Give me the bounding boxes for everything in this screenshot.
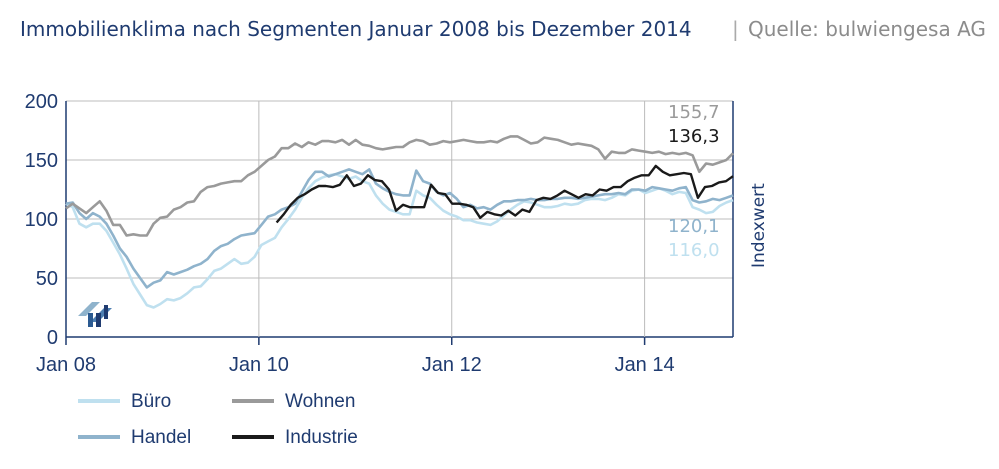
source-credit: Quelle: bulwiengesa AG bbox=[748, 17, 986, 41]
x-axis-ticks: Jan 08 Jan 10 Jan 12 Jan 14 bbox=[36, 354, 675, 376]
series-lines bbox=[65, 135, 734, 309]
legend-label-wohnen: Wohnen bbox=[285, 391, 355, 412]
x-tick-label: Jan 12 bbox=[422, 354, 482, 376]
bulwiengesa-logo bbox=[78, 302, 112, 327]
y-tick-label: 100 bbox=[25, 209, 58, 231]
end-label-industrie: 136,3 bbox=[668, 126, 720, 147]
grid bbox=[65, 100, 734, 345]
series-line-industrie bbox=[275, 164, 734, 224]
y-tick-label: 200 bbox=[25, 91, 58, 113]
legend-label-handel: Handel bbox=[131, 427, 191, 448]
x-tick-label: Jan 10 bbox=[229, 354, 289, 376]
legend-item-industrie: Industrie bbox=[232, 427, 358, 448]
legend-item-wohnen: Wohnen bbox=[232, 391, 355, 412]
x-tick-label: Jan 14 bbox=[615, 354, 675, 376]
y-tick-label: 0 bbox=[47, 327, 58, 349]
legend-label-industrie: Industrie bbox=[285, 427, 358, 448]
chart-title: Immobilienklima nach Segmenten Januar 20… bbox=[20, 17, 692, 41]
series-line-wohnen bbox=[65, 135, 734, 237]
end-label-wohnen: 155,7 bbox=[668, 102, 720, 123]
x-tick-label: Jan 08 bbox=[36, 354, 96, 376]
y-tick-label: 50 bbox=[36, 268, 58, 290]
title-separator: | bbox=[732, 17, 739, 41]
legend: Büro Wohnen Handel Industrie bbox=[78, 391, 358, 448]
y-axis-ticks: 0 50 100 150 200 bbox=[25, 91, 58, 349]
y-tick-label: 150 bbox=[25, 150, 58, 172]
legend-item-handel: Handel bbox=[78, 427, 191, 448]
end-label-handel: 120,1 bbox=[668, 216, 720, 237]
y-axis-label: Indexwert bbox=[749, 183, 769, 268]
legend-item-buero: Büro bbox=[78, 391, 171, 412]
end-label-buero: 116,0 bbox=[668, 240, 720, 261]
legend-label-buero: Büro bbox=[131, 391, 171, 412]
series-line-handel bbox=[65, 168, 734, 289]
